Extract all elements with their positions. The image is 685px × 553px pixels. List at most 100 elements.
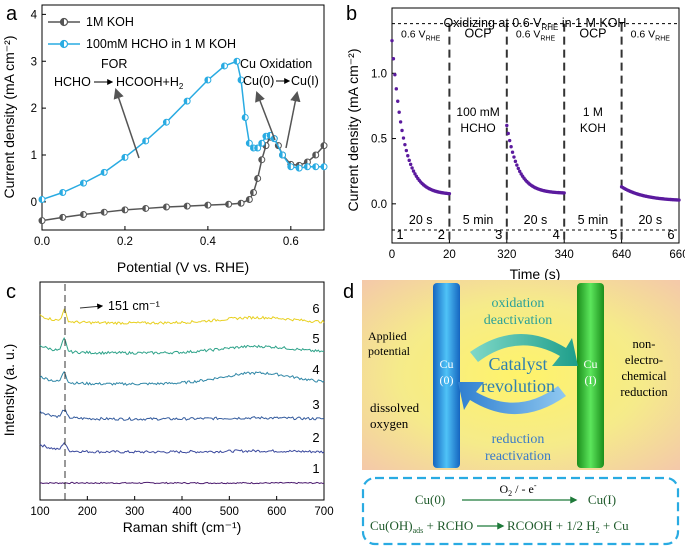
- a-ytick-label: 2: [31, 103, 37, 115]
- a-point-fill-0: [142, 205, 146, 212]
- c-spectrum-5: [39, 336, 325, 355]
- cu-ox-title: Cu Oxidation: [240, 57, 312, 71]
- b-point-seg2: [513, 159, 518, 164]
- c-xtick-label: 600: [267, 506, 286, 518]
- b-step-number: 5: [610, 227, 617, 242]
- legend-marker-hcho-fill: [60, 40, 64, 48]
- b-duration-label: 20 s: [524, 213, 548, 227]
- a-point-fill-1: [238, 77, 242, 83]
- cu0-label-line1: Cu: [439, 357, 453, 371]
- b-point-seg1: [411, 169, 416, 173]
- a-point-fill-0: [250, 189, 254, 196]
- a-point-fill-1: [254, 144, 258, 151]
- c-series-label: 5: [312, 331, 319, 346]
- a-point-fill-0: [59, 214, 63, 221]
- b-point-seg1: [408, 162, 413, 167]
- b-segment-label: 0.6 VRHE: [401, 29, 441, 43]
- a-point-fill-1: [184, 98, 188, 105]
- b-point-seg1: [407, 158, 411, 163]
- c-series-label: 1: [312, 461, 319, 476]
- c-series-label: 4: [312, 362, 319, 377]
- cu0-electrode-bar: [433, 283, 460, 468]
- panel-c-frame: [39, 281, 325, 501]
- a-ytick-label: 4: [31, 9, 38, 21]
- a-ytick-label: 1: [31, 150, 37, 162]
- panel-c: c 100 200 300 400 500 600 700 151 cm⁻¹ Raman s…: [1, 281, 334, 535]
- cu-ox-eq-right: Cu(I): [291, 74, 319, 88]
- b-point-seg2: [512, 155, 516, 159]
- peak-arrow: [79, 303, 104, 310]
- b-point-seg2: [515, 163, 519, 167]
- a-point-fill-1: [221, 62, 225, 69]
- panel-d-background: [362, 280, 680, 470]
- b-segment-label: 0.6 VRHE: [516, 29, 556, 43]
- oxidation-label: oxidation: [492, 296, 545, 311]
- c-spectrum-6: [39, 308, 325, 326]
- eq1-right: Cu(I): [588, 492, 616, 507]
- b-point-seg2: [505, 123, 509, 128]
- dissolved-oxygen-line1: dissolved: [370, 400, 420, 415]
- a-point-fill-1: [242, 114, 246, 121]
- b-xtick-label: 320: [497, 249, 516, 261]
- b-point-seg2: [510, 150, 515, 154]
- a-point-fill-1: [233, 58, 237, 65]
- c-xtick-label: 200: [78, 506, 97, 518]
- b-point-seg2: [507, 138, 512, 143]
- b-point-seg3: [677, 198, 681, 202]
- b-point-seg1: [410, 166, 414, 170]
- a-point-fill-1: [39, 196, 42, 203]
- panel-a-frame: [41, 4, 325, 231]
- eq2-left: Cu(OH)ads + RCHO: [370, 518, 473, 535]
- a-point-fill-1: [250, 144, 254, 151]
- b-point-seg2: [506, 131, 510, 136]
- b-point-seg1: [413, 172, 417, 176]
- a-point-fill-0: [238, 200, 242, 207]
- b-step-number: 1: [396, 227, 403, 242]
- c-xtick-label: 100: [30, 506, 49, 518]
- b-point-seg1: [396, 99, 400, 103]
- a-point-fill-1: [258, 140, 262, 147]
- eq2-right: RCOOH + 1/2 H2 + Cu: [507, 518, 629, 535]
- non-echem-line1: non-: [633, 337, 656, 351]
- panel-b-series: [390, 38, 681, 202]
- b-duration-label: 20 s: [409, 213, 433, 227]
- c-series-label: 6: [312, 301, 319, 316]
- a-point-fill-1: [121, 154, 125, 161]
- b-point-seg1: [400, 128, 404, 133]
- peak-label: 151 cm⁻¹: [108, 299, 160, 313]
- b-point-seg1: [398, 120, 403, 124]
- panel-b-ylabel: Current density (mA cm⁻²): [345, 49, 361, 212]
- panel-a-legend: 1M KOH 100mM HCHO in 1 M KOH: [48, 15, 236, 51]
- panel-a-series: [38, 57, 328, 225]
- panel-b: b 0 20 320 340 640 660 0.0 0.5 1.0 Oxidizing at …: [345, 3, 685, 282]
- c-xtick-label: 300: [125, 506, 144, 518]
- a-point-fill-1: [321, 163, 324, 170]
- b-point-seg2: [509, 145, 513, 149]
- revolution-label: revolution: [481, 376, 555, 396]
- reactivation-label: reactivation: [485, 449, 551, 464]
- b-ytick-label: 0.0: [371, 199, 387, 211]
- a-point-fill-0: [258, 156, 262, 163]
- panel-d: d Cu (0) Cu (I) Applied potential dissol…: [343, 280, 680, 546]
- a-point-fill-0: [80, 211, 84, 218]
- cu1-electrode-bar: [577, 283, 604, 468]
- for-eq-right: HCOOH+H2: [116, 75, 184, 91]
- b-point-seg1: [447, 191, 452, 196]
- panel-b-ticks: 0 20 320 340 640 660 0.0 0.5 1.0: [371, 68, 685, 261]
- a-xtick-label: 0.0: [34, 236, 50, 248]
- c-xtick-label: 700: [314, 506, 333, 518]
- a-point-fill-1: [101, 169, 105, 176]
- c-spectrum-1: [39, 481, 324, 485]
- a-point-fill-1: [142, 137, 146, 144]
- a-point-fill-0: [39, 217, 42, 224]
- a-point-fill-1: [296, 165, 300, 172]
- panel-b-labels: 0.6 VRHE OCP 0.6 VRHE OCP 0.6 VRHE 100 mM HCHO…: [396, 27, 674, 242]
- b-xtick-label: 660: [669, 249, 685, 261]
- a-point-fill-0: [225, 201, 229, 208]
- panel-b-title: Oxidizing at 0.6 VRHE in 1 M KOH: [444, 16, 627, 32]
- cu1-label-line2: (I): [585, 373, 597, 387]
- c-xtick-label: 400: [172, 506, 191, 518]
- a-point-fill-1: [312, 163, 316, 170]
- equation-box: [361, 476, 680, 546]
- a-ytick-label: 3: [31, 56, 37, 68]
